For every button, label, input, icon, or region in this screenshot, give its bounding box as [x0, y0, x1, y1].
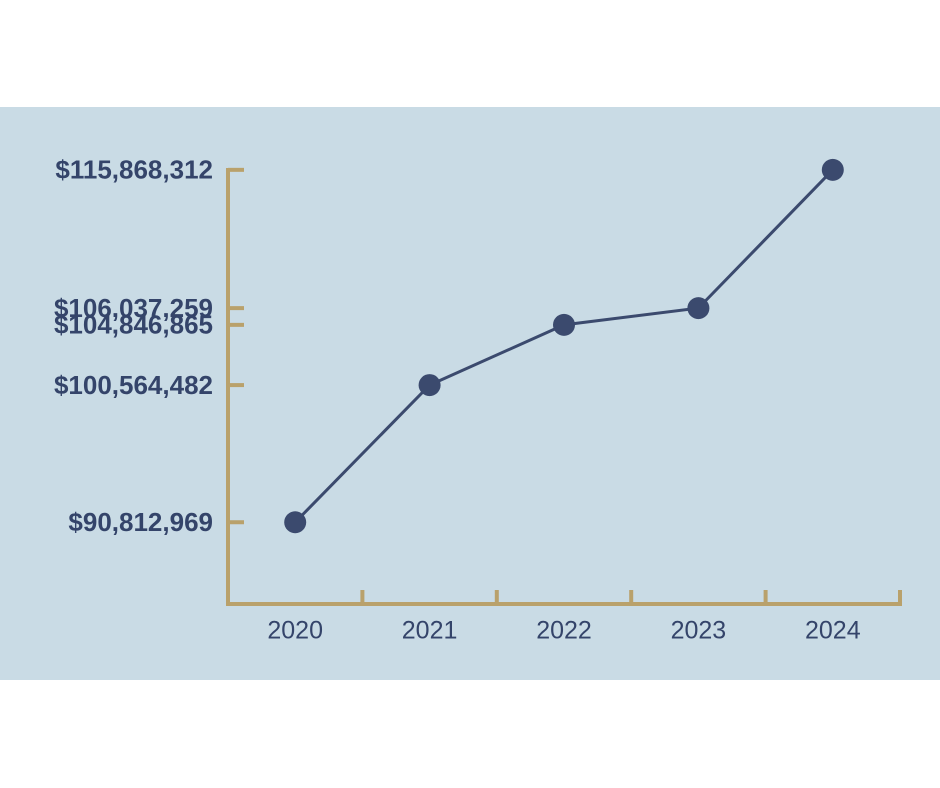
- y-tick-label: $104,846,865: [54, 310, 213, 340]
- point: [418, 374, 441, 397]
- x-tick-label: 2024: [805, 617, 861, 645]
- x-tick-label: 2023: [671, 617, 727, 645]
- point: [284, 511, 307, 534]
- y-tick-label: $106,037,259: [54, 293, 213, 323]
- x-tick-label: 2021: [402, 617, 458, 645]
- chart-panel: [0, 107, 940, 680]
- point: [553, 313, 575, 336]
- x-tick-label: 2022: [536, 617, 592, 645]
- y-tick-label: $90,812,969: [68, 507, 213, 537]
- point: [821, 158, 844, 181]
- x-tick-label: 2020: [267, 617, 323, 645]
- y-tick-label: $115,868,312: [55, 155, 213, 185]
- y-tick-label: $100,564,482: [54, 370, 213, 400]
- point: [687, 297, 710, 320]
